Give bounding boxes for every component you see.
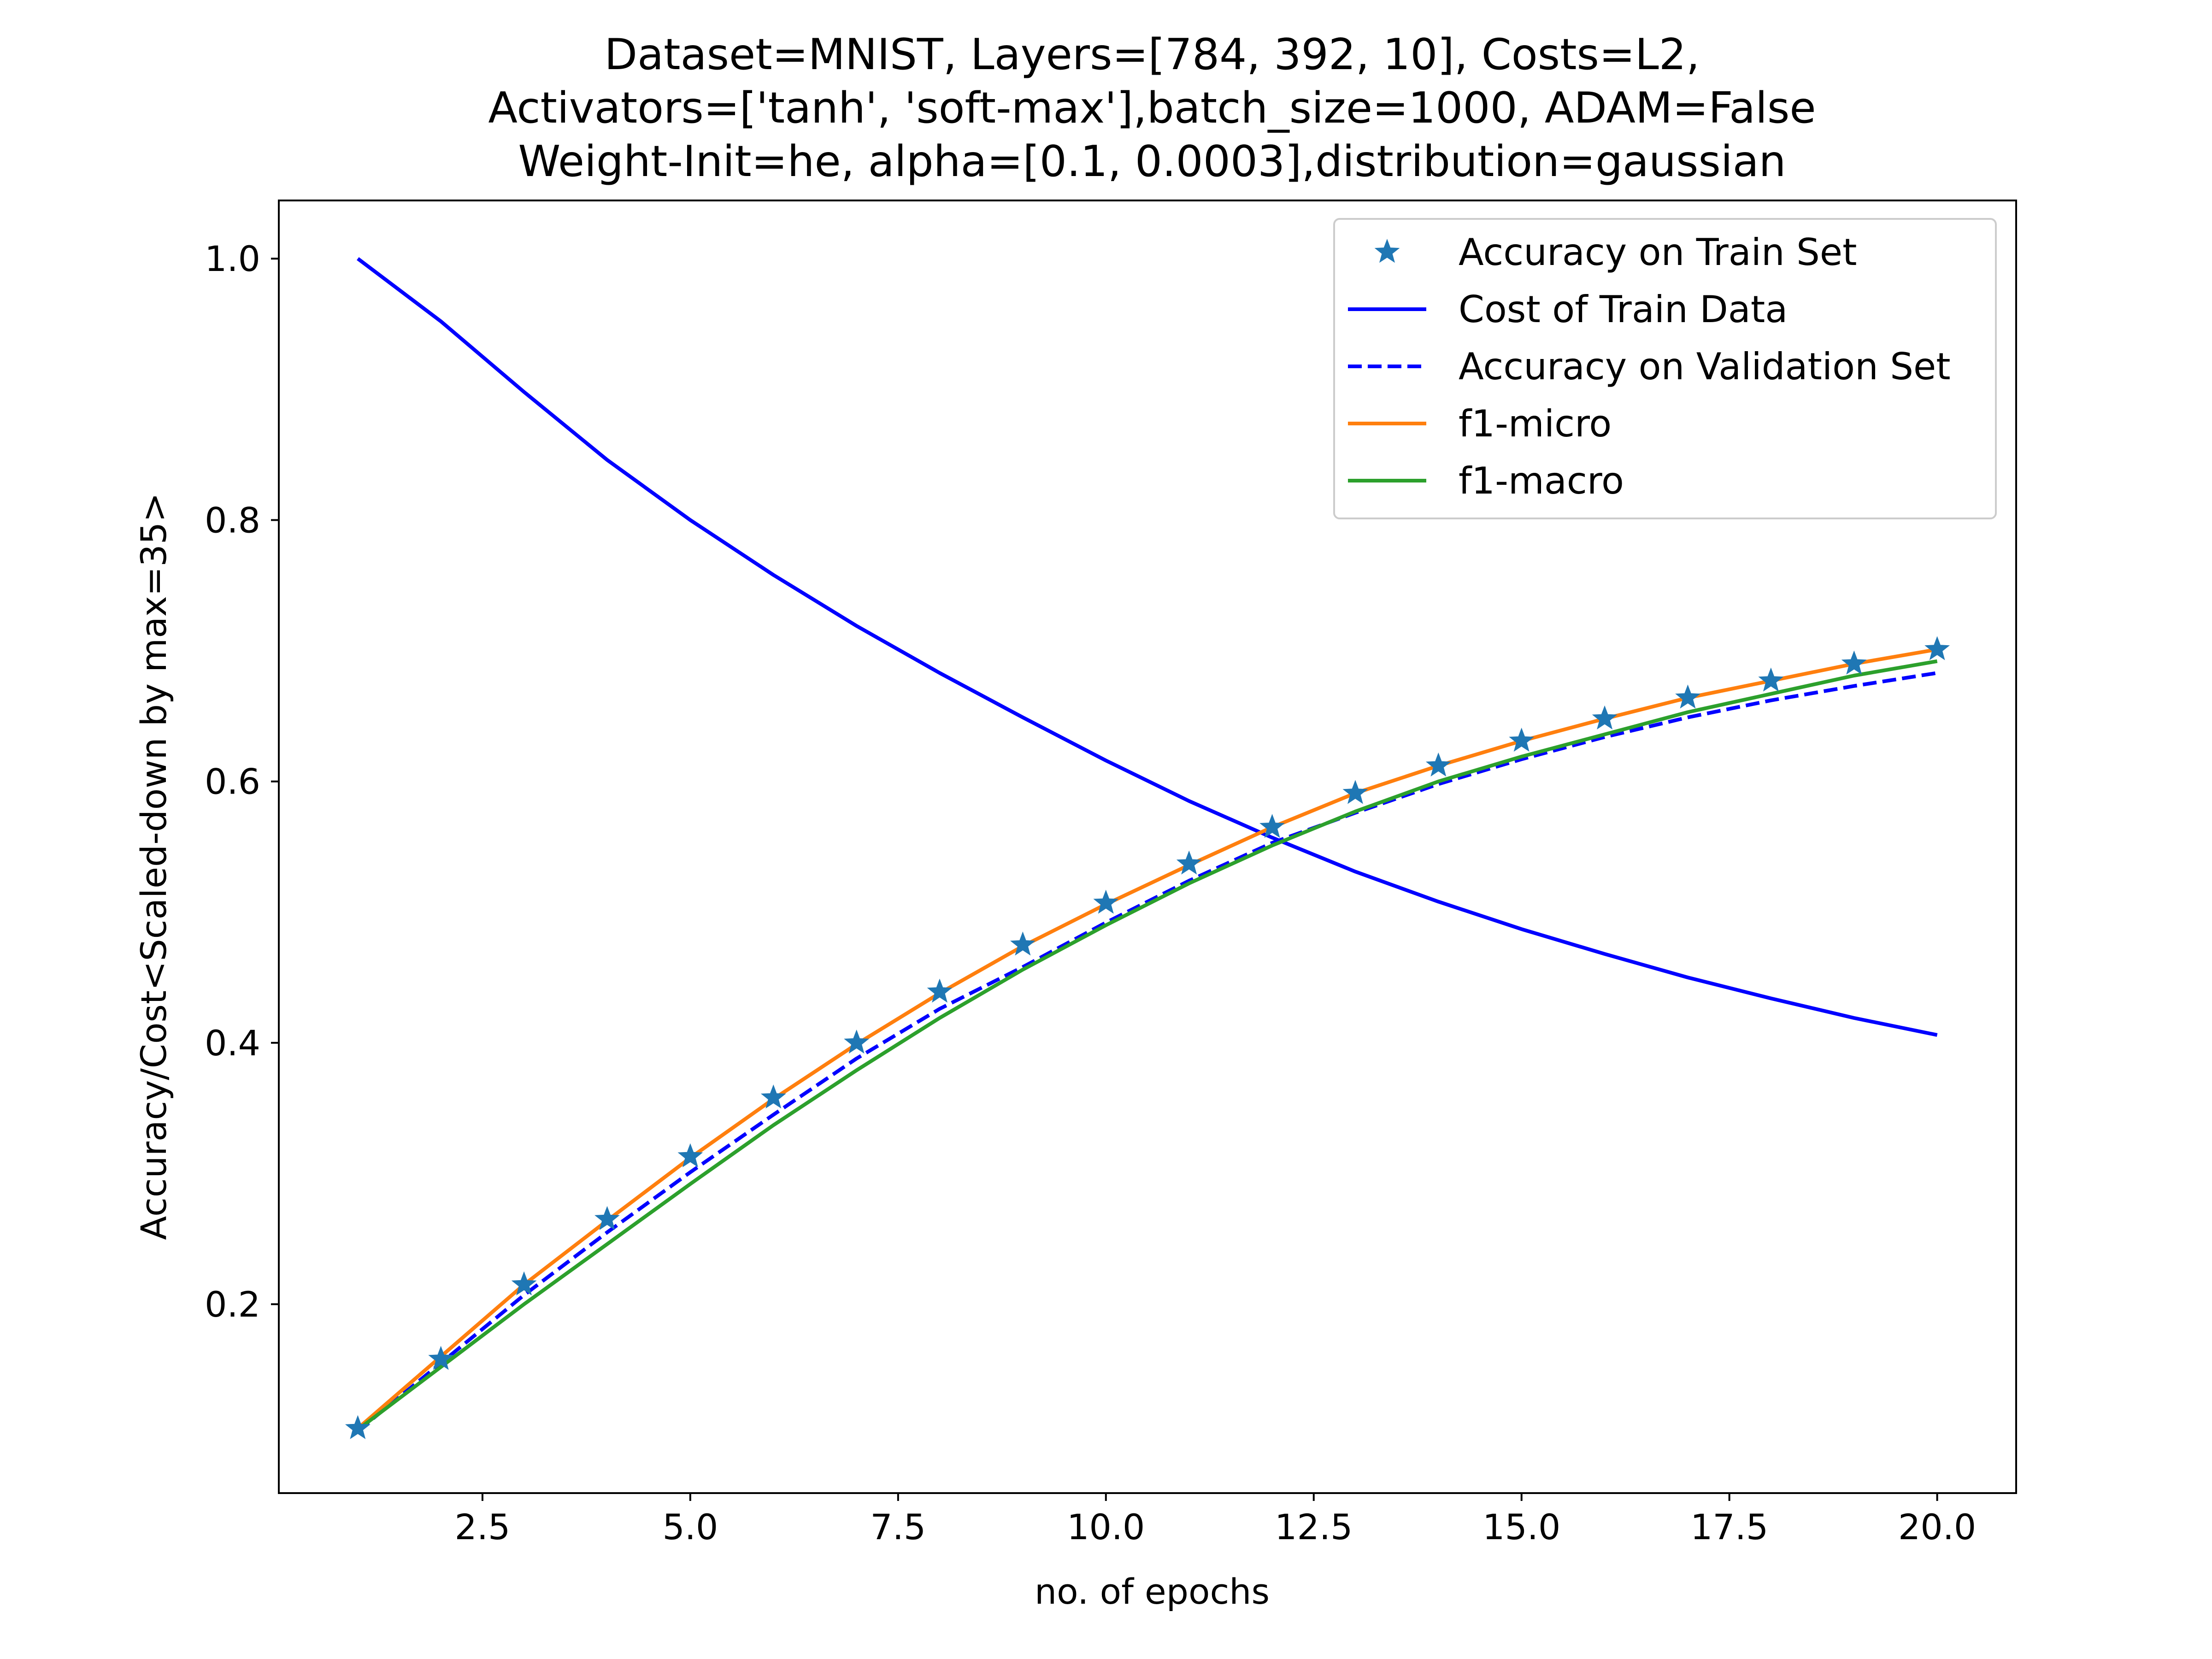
train-accuracy-marker xyxy=(760,1084,786,1109)
train-accuracy-marker xyxy=(594,1206,620,1230)
legend-label: f1-micro xyxy=(1459,402,1612,445)
x-tick-label: 2.5 xyxy=(455,1506,511,1547)
title-line-2: Activators=['tanh', 'soft-max'],batch_si… xyxy=(488,83,1816,133)
train-accuracy-marker xyxy=(1592,705,1618,729)
x-tick-label: 5.0 xyxy=(662,1506,718,1547)
series-accuracy-on-validation-set xyxy=(356,671,1938,1433)
series-f1-macro xyxy=(356,659,1938,1431)
y-tick-label: 0.4 xyxy=(205,1023,260,1064)
train-accuracy-marker xyxy=(1425,752,1451,777)
x-tick-label: 17.5 xyxy=(1690,1506,1768,1547)
title-line-3: Weight-Init=he, alpha=[0.1, 0.0003],dist… xyxy=(518,136,1786,186)
legend-box xyxy=(1333,218,1997,519)
y-tick-label: 1.0 xyxy=(205,238,260,279)
train-accuracy-marker xyxy=(844,1030,870,1054)
legend-entry-accuracy-on-validation-set: Accuracy on Validation Set xyxy=(1348,345,1951,388)
legend-label: Accuracy on Validation Set xyxy=(1459,345,1951,388)
series-cost-of-train-data xyxy=(356,257,1938,1037)
x-tick-label: 20.0 xyxy=(1898,1506,1976,1547)
f1-micro-line xyxy=(356,647,1938,1430)
accuracy-on-validation-set-line xyxy=(356,671,1938,1433)
y-tick-label: 0.2 xyxy=(205,1284,260,1325)
train-accuracy-marker xyxy=(1342,780,1368,804)
train-accuracy-marker xyxy=(927,978,953,1003)
plot-area xyxy=(345,257,1950,1439)
axes: 2.5 5.0 7.5 10.0 12.5 15.0 17.5 20.0 0.2 0.4 0.6 0.… xyxy=(205,200,2017,1547)
train-accuracy-marker xyxy=(1758,667,1784,692)
train-accuracy-marker xyxy=(677,1143,703,1167)
x-tick-label: 15.0 xyxy=(1483,1506,1560,1547)
x-tick-label: 12.5 xyxy=(1275,1506,1353,1547)
legend-entry-f1-micro: f1-micro xyxy=(1348,402,1612,445)
y-axis-label: Accuracy/Cost<Scaled-down by max=35> xyxy=(133,493,174,1240)
x-tick-label: 10.0 xyxy=(1067,1506,1145,1547)
legend-star-marker xyxy=(1374,239,1400,263)
train-accuracy-marker xyxy=(511,1271,537,1296)
series-accuracy-on-train-set xyxy=(345,636,1950,1439)
plot-frame xyxy=(278,200,2017,1494)
legend: Accuracy on Train Set Cost of Train Data A… xyxy=(1333,218,1997,519)
train-accuracy-marker xyxy=(1924,636,1950,660)
y-tick-label: 0.6 xyxy=(205,761,260,802)
x-tick-label: 7.5 xyxy=(870,1506,926,1547)
train-accuracy-marker xyxy=(1841,650,1867,675)
chart-title: Dataset=MNIST, Layers=[784, 392, 10], Co… xyxy=(488,29,1816,186)
legend-entry-accuracy-on-train-set: Accuracy on Train Set xyxy=(1374,231,1857,274)
y-tick-label: 0.8 xyxy=(205,500,260,541)
title-line-1: Dataset=MNIST, Layers=[784, 392, 10], Co… xyxy=(605,29,1700,79)
series-f1-micro xyxy=(356,647,1938,1430)
legend-label: Cost of Train Data xyxy=(1459,288,1788,331)
f1-macro-line xyxy=(356,659,1938,1431)
legend-label: Accuracy on Train Set xyxy=(1459,231,1857,274)
legend-label: f1-macro xyxy=(1459,459,1624,502)
train-accuracy-marker xyxy=(1010,931,1035,956)
x-axis-label: no. of epochs xyxy=(1035,1571,1270,1612)
legend-entry-cost-of-train-data: Cost of Train Data xyxy=(1348,288,1788,331)
train-accuracy-marker xyxy=(1176,850,1202,875)
train-accuracy-marker xyxy=(1509,727,1535,752)
train-accuracy-marker xyxy=(1259,814,1285,838)
legend-entry-f1-macro: f1-macro xyxy=(1348,459,1624,502)
train-accuracy-marker xyxy=(345,1415,371,1439)
train-accuracy-marker xyxy=(428,1346,454,1370)
train-accuracy-marker xyxy=(1093,889,1119,914)
cost-of-train-data-line xyxy=(356,257,1938,1037)
train-accuracy-marker xyxy=(1675,684,1700,709)
